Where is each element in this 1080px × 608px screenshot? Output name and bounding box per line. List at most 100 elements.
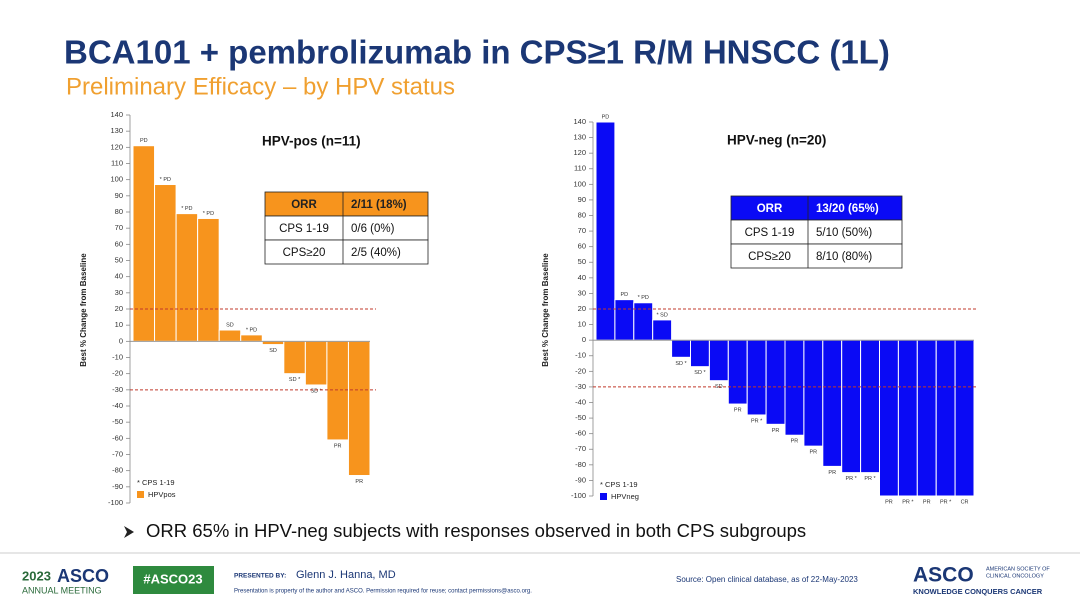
bar-label: SD bbox=[226, 322, 234, 328]
table-cell: CPS≥20 bbox=[283, 247, 326, 259]
bar-label: PR bbox=[355, 479, 363, 485]
bar bbox=[614, 299, 635, 341]
bar-label: PR * bbox=[751, 418, 763, 424]
y-tick-label: -30 bbox=[112, 385, 123, 394]
y-axis-label: Best % Change from Baseline bbox=[79, 253, 88, 367]
bar-label: PR bbox=[334, 443, 342, 449]
y-tick-label: -10 bbox=[112, 352, 123, 361]
y-tick-label: -60 bbox=[112, 433, 123, 442]
y-tick-label: 120 bbox=[573, 148, 586, 157]
legend-note: * CPS 1-19 bbox=[137, 478, 175, 487]
y-tick-label: 130 bbox=[110, 126, 123, 135]
legend-swatch bbox=[137, 491, 144, 498]
table-cell: 2/5 (40%) bbox=[351, 247, 401, 259]
y-tick-label: -100 bbox=[108, 498, 123, 507]
chart-title: HPV-pos (n=11) bbox=[262, 134, 361, 149]
bar-label: PR bbox=[810, 450, 818, 456]
bar bbox=[283, 340, 306, 375]
bar-label: PR bbox=[885, 499, 893, 505]
table-cell: 2/11 (18%) bbox=[351, 199, 407, 211]
y-tick-label: 70 bbox=[115, 223, 123, 232]
y-tick-label: -80 bbox=[575, 460, 586, 469]
y-tick-label: -80 bbox=[112, 466, 123, 475]
y-tick-label: -90 bbox=[112, 482, 123, 491]
y-tick-label: -10 bbox=[575, 351, 586, 360]
bar-label: PR bbox=[734, 408, 742, 414]
bar-label: PR bbox=[828, 470, 836, 476]
bar bbox=[304, 340, 328, 386]
table-cell: ORR bbox=[757, 203, 783, 215]
bar bbox=[690, 339, 710, 368]
table-header bbox=[730, 195, 903, 221]
source: Source: Open clinical database, as of 22… bbox=[676, 575, 858, 584]
y-tick-label: 110 bbox=[574, 164, 586, 173]
bar-label: PR bbox=[772, 428, 780, 434]
table-cell: CPS≥20 bbox=[748, 251, 791, 263]
y-tick-label: 0 bbox=[582, 335, 586, 344]
bar bbox=[765, 339, 786, 425]
bar-label: PR * bbox=[845, 476, 857, 482]
table-cell: 5/10 (50%) bbox=[816, 227, 872, 239]
y-tick-label: -20 bbox=[112, 369, 123, 378]
y-tick-label: 10 bbox=[115, 320, 123, 329]
y-tick-label: 90 bbox=[578, 195, 586, 204]
legend-note: * CPS 1-19 bbox=[600, 480, 638, 489]
slide-title: BCA101 + pembrolizumab in CPS≥1 R/M HNSC… bbox=[64, 34, 890, 71]
y-tick-label: 110 bbox=[111, 158, 123, 167]
y-tick-label: -70 bbox=[112, 449, 123, 458]
y-tick-label: 20 bbox=[115, 304, 123, 313]
bar-label: SD bbox=[269, 348, 277, 354]
y-tick-label: 30 bbox=[578, 288, 586, 297]
bar bbox=[671, 339, 691, 358]
bar-label: SD * bbox=[694, 370, 706, 376]
table-row bbox=[730, 243, 903, 269]
table-cell: 8/10 (80%) bbox=[816, 251, 872, 263]
notice: Presentation is property of the author a… bbox=[234, 589, 532, 595]
bar bbox=[326, 340, 349, 441]
y-tick-label: -20 bbox=[575, 366, 586, 375]
bar-label: PR bbox=[923, 499, 931, 505]
table-row bbox=[264, 215, 429, 241]
bar-label: * PD bbox=[638, 295, 649, 301]
y-tick-label: -60 bbox=[575, 429, 586, 438]
bar-label: PR * bbox=[864, 476, 876, 482]
y-tick-label: 0 bbox=[119, 336, 123, 345]
table-cell: 0/6 (0%) bbox=[351, 223, 395, 235]
slide-subtitle: Preliminary Efficacy – by HPV status bbox=[66, 73, 455, 100]
bar-label: PR * bbox=[940, 499, 952, 505]
presenter: Glenn J. Hanna, MD bbox=[296, 569, 396, 581]
bar-label: PR * bbox=[902, 499, 914, 505]
bar-label: PD bbox=[621, 292, 629, 298]
y-tick-label: 40 bbox=[578, 273, 586, 282]
y-tick-label: 80 bbox=[115, 207, 123, 216]
y-tick-label: -70 bbox=[575, 444, 586, 453]
y-tick-label: 90 bbox=[115, 191, 123, 200]
bar bbox=[708, 339, 729, 382]
table-header bbox=[264, 191, 429, 217]
bar bbox=[197, 217, 220, 342]
bar bbox=[803, 339, 824, 447]
logo-sub: CLINICAL ONCOLOGY bbox=[986, 573, 1044, 579]
logo: ASCO bbox=[913, 564, 974, 587]
meeting-sub: ANNUAL MEETING bbox=[22, 585, 102, 595]
bar-label: SD * bbox=[310, 388, 322, 394]
bar-label: PR bbox=[791, 439, 799, 445]
y-tick-label: 30 bbox=[115, 288, 123, 297]
bar-label: PD bbox=[602, 114, 610, 120]
bar-label: * PD bbox=[246, 327, 257, 333]
bar-label: PD bbox=[140, 138, 148, 144]
bar bbox=[897, 339, 918, 497]
bar bbox=[746, 339, 767, 416]
bullet-text: ORR 65% in HPV-neg subjects with respons… bbox=[146, 520, 806, 541]
bar-label: * SD bbox=[656, 312, 667, 318]
bar-label: * PD bbox=[160, 177, 171, 183]
legend-label: HPVpos bbox=[148, 490, 176, 499]
bar bbox=[261, 340, 285, 346]
meeting-name: ASCO bbox=[57, 566, 109, 586]
bar bbox=[633, 302, 654, 341]
table-cell: 13/20 (65%) bbox=[816, 203, 879, 215]
table-row bbox=[730, 219, 903, 245]
y-tick-label: -40 bbox=[112, 401, 123, 410]
y-tick-label: 50 bbox=[115, 255, 123, 264]
y-tick-label: 100 bbox=[573, 179, 586, 188]
